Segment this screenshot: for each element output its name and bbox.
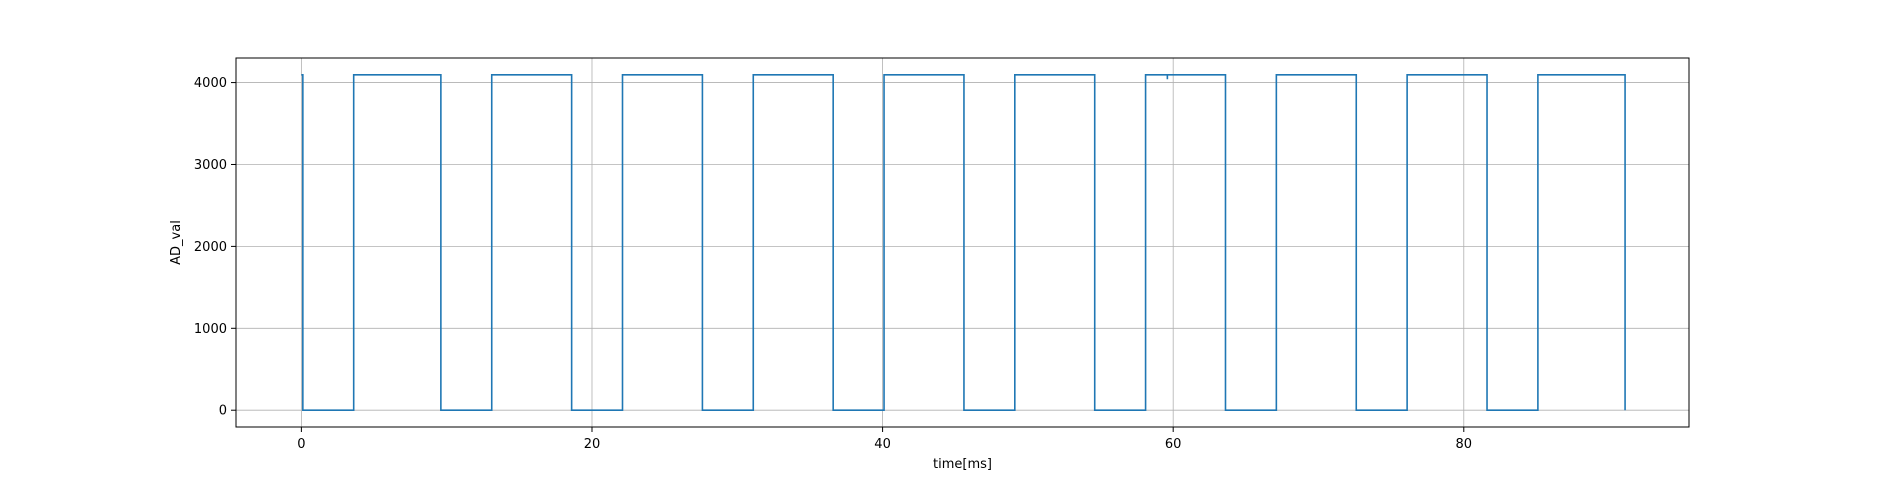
grid [236,58,1689,427]
x-tick-label: 0 [297,437,305,452]
x-tick-label: 60 [1165,437,1182,452]
x-tick-label: 20 [584,437,601,452]
y-tick-label: 4000 [194,76,227,91]
y-tick-label: 2000 [194,240,227,255]
series-line [301,73,1626,412]
x-tick-label: 80 [1456,437,1473,452]
y-tick-label: 1000 [194,322,227,337]
y-tick-label: 3000 [194,158,227,173]
plot-frame [235,57,1690,428]
y-tick-label: 0 [219,404,227,419]
ticks: 0 20 40 60 80 0 1000 2000 3000 4000 [194,76,1472,452]
x-axis-label: time[ms] [933,457,992,472]
series-layer [301,73,1626,412]
x-tick-label: 40 [874,437,891,452]
y-axis-label: AD_val [169,220,184,265]
